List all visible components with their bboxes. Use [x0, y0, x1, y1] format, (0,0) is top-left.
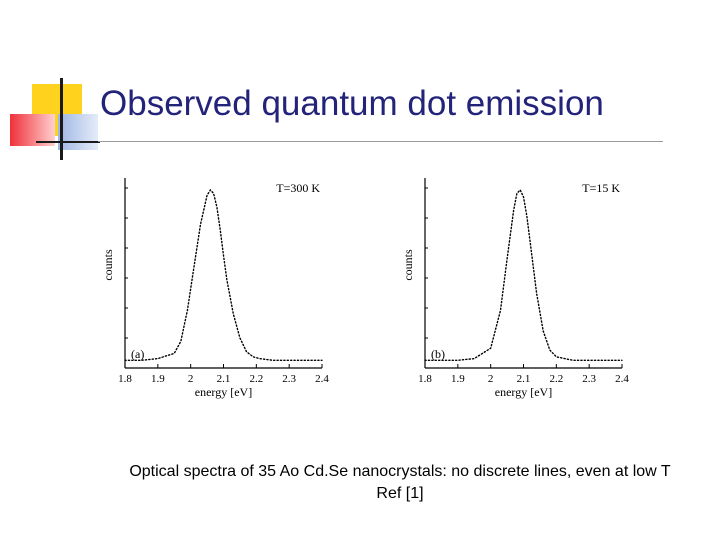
x-tick-label: 2.1: [517, 373, 531, 385]
x-tick-label: 2.4: [615, 373, 629, 385]
x-tick-label: 2.2: [249, 373, 263, 385]
deco-horizontal-line: [36, 141, 100, 143]
x-tick-label: 2: [188, 373, 194, 385]
x-tick-label: 1.9: [451, 373, 465, 385]
spectrum-chart-a: 1.8 1.9 2 2.1 2.2 2.3 2.4 energy [eV] counts T=30…: [101, 178, 329, 399]
deco-blue-block: [58, 114, 98, 150]
temperature-annotation: T=300 K: [276, 181, 320, 195]
x-tick-label: 2.1: [217, 373, 231, 385]
x-tick-label: 2.3: [582, 373, 596, 385]
x-tick-label: 1.9: [151, 373, 165, 385]
caption-line-1: Optical spectra of 35 Ao Cd.Se nanocryst…: [129, 463, 671, 480]
spectrum-line: [124, 188, 323, 362]
x-tick-label: 1.8: [418, 373, 432, 385]
slide-title: Observed quantum dot emission: [100, 84, 604, 123]
x-tick-label: 2.3: [282, 373, 296, 385]
temperature-annotation: T=15 K: [582, 181, 620, 195]
spectrum-line: [424, 188, 623, 362]
panel-label: (a): [131, 347, 144, 361]
panel-label: (b): [431, 347, 445, 361]
x-tick-label: 1.8: [118, 373, 132, 385]
caption-reference: Ref [1]: [376, 485, 424, 502]
slide-caption: Optical spectra of 35 Ao Cd.Se nanocryst…: [60, 461, 720, 505]
x-tick-label: 2: [488, 373, 494, 385]
x-axis-label: energy [eV]: [195, 385, 252, 399]
deco-vertical-line: [60, 78, 63, 160]
y-axis-label: counts: [101, 249, 115, 281]
x-axis-label: energy [eV]: [495, 385, 552, 399]
x-tick-label: 2.2: [549, 373, 563, 385]
y-axis-label: counts: [401, 249, 415, 281]
spectrum-chart-b: 1.8 1.9 2 2.1 2.2 2.3 2.4 energy [eV] counts T=15…: [401, 178, 629, 399]
deco-red-block: [10, 114, 55, 146]
title-underline: [98, 141, 663, 142]
x-tick-label: 2.4: [315, 373, 329, 385]
